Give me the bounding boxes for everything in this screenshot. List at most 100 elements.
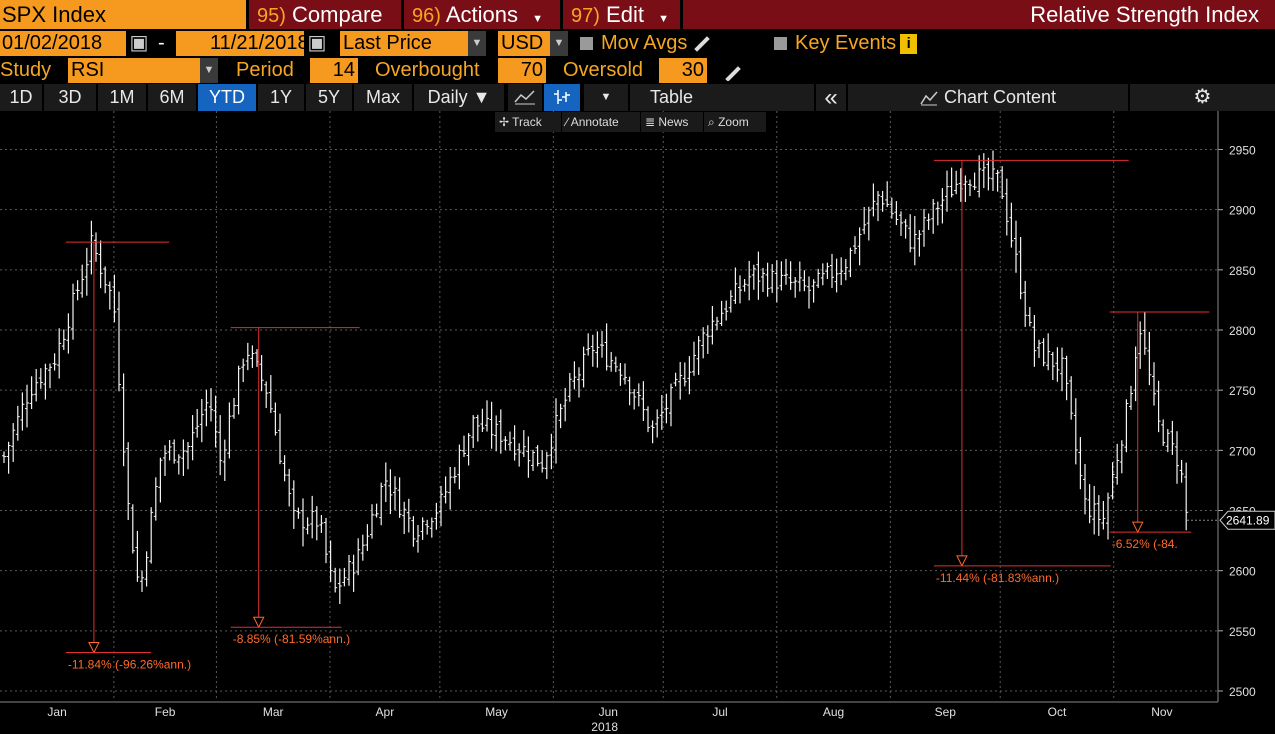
annotation-arrow [956, 555, 968, 567]
y-tick-label: 2800 [1229, 324, 1256, 338]
drawdown-annotations: -11.84% (-96.26%ann.) -8.85% (-81.59%ann.… [65, 159, 1210, 671]
bar-chart-icon[interactable] [544, 84, 580, 111]
x-month-label: Mar [263, 705, 284, 719]
edit-label: Edit [606, 2, 644, 27]
range-toolbar: 1D 3D 1M 6M YTD 1Y 5Y Max Daily ▼ ▼ Tabl… [0, 84, 1275, 111]
x-month-label: Nov [1151, 705, 1172, 719]
compare-number: 95) [257, 5, 286, 27]
oversold-label: Oversold [563, 59, 644, 81]
line-chart-icon[interactable] [508, 84, 542, 111]
zoom-icon: ⌕ [708, 115, 719, 129]
range-1m[interactable]: 1M [98, 84, 146, 111]
compare-label: Compare [292, 2, 383, 27]
y-tick-label: 2700 [1229, 444, 1256, 458]
title-bar: SPX Index 95) Compare 96) Actions ▼ 97) … [0, 0, 1275, 29]
annotate-label: Annotate [570, 115, 619, 129]
key-events-toggle[interactable]: Key Events i [774, 30, 944, 57]
y-tick-label: 2500 [1229, 685, 1256, 699]
dropdown-arrow-icon[interactable]: ▼ [584, 84, 628, 111]
y-tick-label: 2850 [1229, 264, 1256, 278]
track-label: Track [512, 115, 542, 129]
x-year-label: 2018 [591, 720, 618, 734]
study-value: RSI [71, 59, 105, 81]
x-month-label: Jan [47, 705, 66, 719]
last-price-box [1219, 510, 1275, 530]
crosshair-icon: ✢ [499, 115, 513, 129]
zoom-tool[interactable]: ⌕ Zoom [704, 112, 766, 132]
news-tool[interactable]: ≣ News [641, 112, 703, 132]
y-tick-label: 2550 [1229, 625, 1256, 639]
range-max[interactable]: Max [354, 84, 412, 111]
edit-button[interactable]: 97) Edit ▼ [563, 0, 680, 29]
info-icon[interactable]: i [900, 33, 918, 54]
study-select[interactable]: RSI ▼ [68, 58, 218, 83]
y-tick-label: 2750 [1229, 384, 1256, 398]
annotation-arrow [1131, 521, 1144, 534]
last-price-marker: 2641.89 [1219, 510, 1275, 530]
range-6m[interactable]: 6M [148, 84, 196, 111]
gear-icon[interactable]: ⚙ [1130, 84, 1275, 111]
annotation-label: -6.52% (-84. [1112, 537, 1178, 551]
edit-number: 97) [571, 5, 600, 27]
range-5y[interactable]: 5Y [306, 84, 352, 111]
start-date-field[interactable]: 01/02/2018 [0, 31, 126, 56]
range-ytd[interactable]: YTD [198, 84, 256, 111]
x-month-label: Feb [155, 705, 176, 719]
collapse-icon[interactable]: « [816, 84, 846, 111]
price-field-value: Last Price [343, 32, 432, 54]
actions-label: Actions [445, 2, 518, 27]
actions-number: 96) [412, 5, 441, 27]
period-label: Period [236, 59, 294, 81]
checkbox[interactable] [774, 37, 787, 51]
zoom-label: Zoom [718, 115, 749, 129]
range-1d[interactable]: 1D [0, 84, 42, 111]
mov-avgs-toggle[interactable]: Mov Avgs [580, 30, 730, 57]
ticker-field[interactable]: SPX Index [0, 0, 246, 29]
x-month-label: Jun [599, 705, 618, 719]
table-button[interactable]: Table [630, 84, 814, 111]
study-label: Study [0, 59, 52, 81]
mov-avgs-label: Mov Avgs [601, 32, 688, 54]
calendar-icon[interactable]: ▣ [129, 32, 149, 54]
end-date-field[interactable]: 11/21/2018 [176, 31, 304, 56]
key-events-label: Key Events [795, 32, 897, 54]
overbought-label: Overbought [375, 59, 480, 81]
annotate-tool[interactable]: ∕ Annotate [562, 112, 640, 132]
oversold-input[interactable]: 30 [659, 58, 707, 83]
period-input[interactable]: 14 [310, 58, 358, 83]
track-tool[interactable]: ✢ Track [495, 112, 561, 132]
dropdown-arrow-icon: ▼ [200, 58, 218, 83]
y-tick-label: 2600 [1229, 565, 1256, 579]
currency-value: USD [501, 32, 544, 54]
range-1y[interactable]: 1Y [258, 84, 304, 111]
calendar-icon[interactable]: ▣ [307, 32, 327, 54]
checkbox[interactable] [580, 37, 593, 51]
price-field-select[interactable]: Last Price ▼ [340, 31, 486, 56]
chart-axes: 2500255026002650270027502800285029002950… [0, 111, 1275, 734]
pencil-icon[interactable] [724, 61, 748, 81]
dropdown-arrow-icon: ▼ [532, 13, 543, 25]
actions-button[interactable]: 96) Actions ▼ [404, 0, 560, 29]
pencil-icon[interactable] [694, 35, 711, 52]
annotation-label: -11.84% (-96.26%ann.) [68, 657, 191, 671]
chart-content-icon [920, 91, 938, 106]
news-label: News [658, 115, 689, 129]
x-month-label: May [485, 705, 508, 719]
date-range-bar: 01/02/2018 ▣ - 11/21/2018 ▣ Last Price ▼… [0, 30, 1275, 57]
x-month-label: Oct [1048, 705, 1067, 719]
range-3d[interactable]: 3D [44, 84, 96, 111]
dropdown-arrow-icon: ▼ [658, 13, 669, 25]
compare-button[interactable]: 95) Compare [249, 0, 401, 29]
dropdown-arrow-icon: ▼ [468, 31, 486, 56]
frequency-select[interactable]: Daily ▼ [414, 84, 504, 111]
ohlc-bars [2, 150, 1189, 604]
currency-select[interactable]: USD ▼ [498, 31, 568, 56]
overbought-input[interactable]: 70 [498, 58, 546, 83]
dropdown-arrow-icon: ▼ [550, 31, 568, 56]
annotation-arrow [88, 641, 100, 654]
chart-content-button[interactable]: Chart Content [848, 84, 1128, 111]
pencil-small-icon: ∕ [566, 115, 571, 129]
price-chart[interactable]: -11.84% (-96.26%ann.) -8.85% (-81.59%ann.… [0, 111, 1275, 734]
chart-grid [0, 111, 1218, 701]
y-tick-label: 2950 [1229, 144, 1256, 158]
